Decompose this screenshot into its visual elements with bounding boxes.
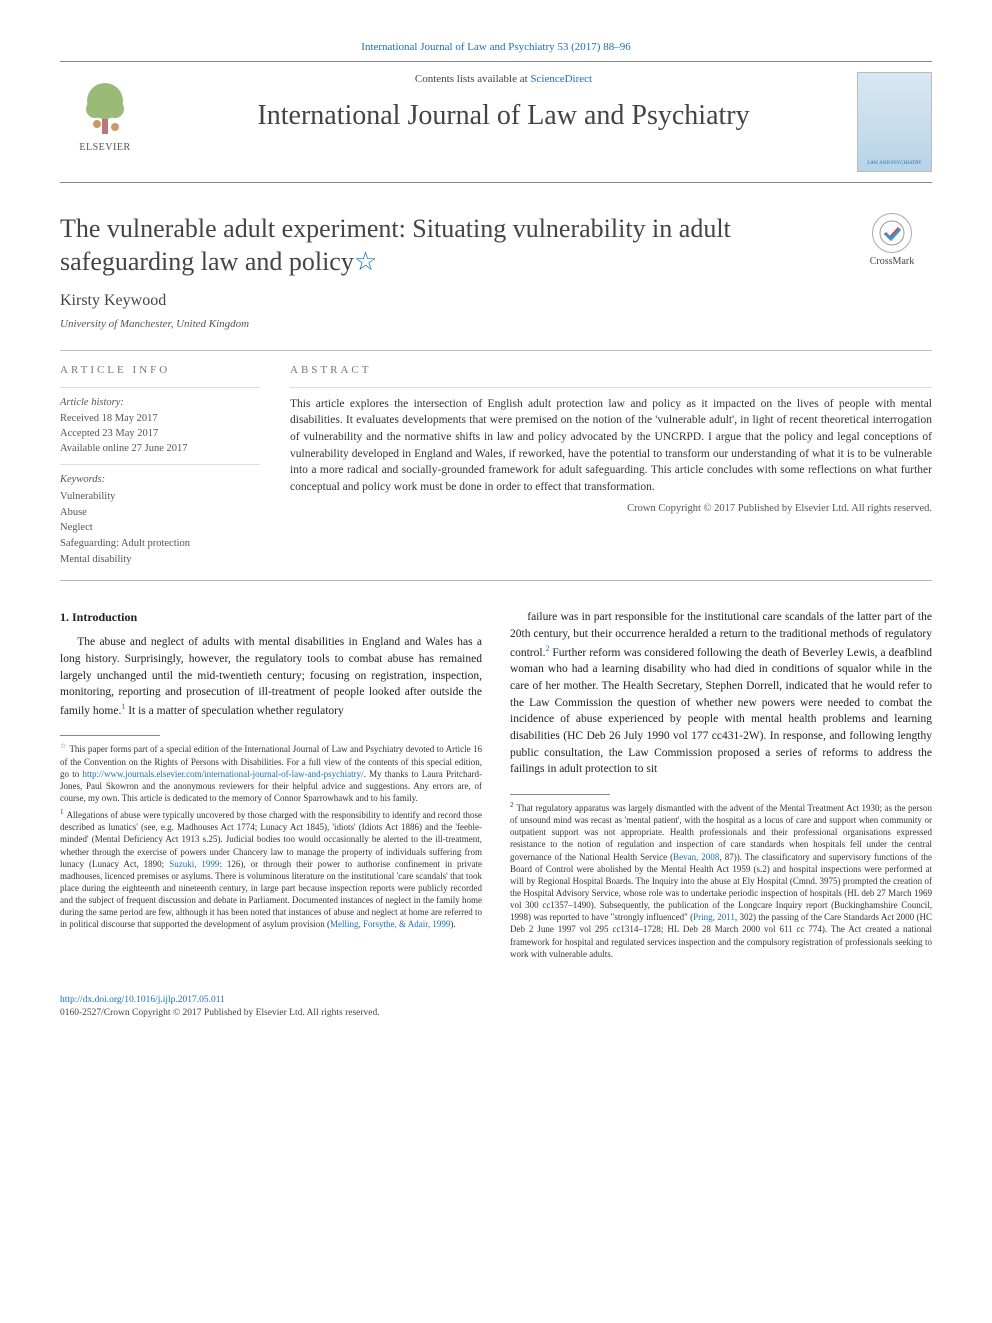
body-columns: 1. Introduction The abuse and neglect of… bbox=[60, 609, 932, 963]
doi-link[interactable]: http://dx.doi.org/10.1016/j.ijlp.2017.05… bbox=[60, 994, 932, 1007]
sciencedirect-link[interactable]: ScienceDirect bbox=[530, 73, 592, 85]
footnote-2: 2That regulatory apparatus was largely d… bbox=[510, 801, 932, 960]
keywords-list: Vulnerability Abuse Neglect Safeguarding… bbox=[60, 490, 260, 567]
title-row: The vulnerable adult experiment: Situati… bbox=[60, 213, 932, 278]
elsevier-wordmark: ELSEVIER bbox=[79, 141, 130, 155]
author-name: Kirsty Keywood bbox=[60, 290, 932, 312]
article-info-heading: ARTICLE INFO bbox=[60, 363, 260, 378]
footnote-marker-2: 2 bbox=[510, 801, 514, 809]
footnote-star: ☆This paper forms part of a special edit… bbox=[60, 742, 482, 804]
abstract-block: ABSTRACT This article explores the inter… bbox=[290, 363, 932, 568]
issn-copyright: 0160-2527/Crown Copyright © 2017 Publish… bbox=[60, 1007, 932, 1020]
author-affiliation: University of Manchester, United Kingdom bbox=[60, 317, 932, 332]
date-accepted: Accepted 23 May 2017 bbox=[60, 427, 260, 442]
citation-link[interactable]: Pring, 2011 bbox=[693, 912, 735, 922]
footnote-rule bbox=[510, 794, 610, 795]
crossmark-label: CrossMark bbox=[870, 255, 914, 269]
article-info-block: ARTICLE INFO Article history: Received 1… bbox=[60, 363, 260, 568]
body-paragraph: failure was in part responsible for the … bbox=[510, 609, 932, 778]
title-line-2: safeguarding law and policy bbox=[60, 247, 354, 276]
article-title: The vulnerable adult experiment: Situati… bbox=[60, 213, 852, 278]
citation-link[interactable]: Melling, Forsythe, & Adair, 1999 bbox=[330, 919, 450, 929]
article-history-heading: Article history: bbox=[60, 396, 260, 411]
masthead-center: Contents lists available at ScienceDirec… bbox=[150, 72, 857, 135]
cover-label: LAW AND PSYCHIATRY bbox=[867, 160, 922, 167]
footnote-1: 1Allegations of abuse were typically unc… bbox=[60, 808, 482, 930]
abstract-copyright: Crown Copyright © 2017 Published by Else… bbox=[290, 502, 932, 517]
keywords-heading: Keywords: bbox=[60, 473, 260, 488]
citation-link[interactable]: Bevan, 2008 bbox=[673, 852, 719, 862]
body-paragraph: The abuse and neglect of adults with men… bbox=[60, 634, 482, 719]
elsevier-logo: ELSEVIER bbox=[60, 72, 150, 162]
keyword-item: Neglect bbox=[60, 521, 260, 536]
footnote-marker-1: 1 bbox=[60, 808, 64, 816]
journal-title: International Journal of Law and Psychia… bbox=[170, 96, 837, 135]
footnote-marker-star-icon: ☆ bbox=[60, 742, 66, 750]
contents-lists-line: Contents lists available at ScienceDirec… bbox=[170, 72, 837, 87]
crossmark-icon bbox=[879, 220, 905, 246]
contents-prefix: Contents lists available at bbox=[415, 73, 530, 85]
crossmark-badge-icon bbox=[872, 213, 912, 253]
date-online: Available online 27 June 2017 bbox=[60, 442, 260, 457]
article-meta-row: ARTICLE INFO Article history: Received 1… bbox=[60, 350, 932, 581]
abstract-text: This article explores the intersection o… bbox=[290, 396, 932, 496]
journal-cover-thumbnail: LAW AND PSYCHIATRY bbox=[857, 72, 932, 172]
para-text: It is a matter of speculation whether re… bbox=[125, 705, 343, 717]
elsevier-tree-icon bbox=[75, 79, 135, 139]
keyword-item: Abuse bbox=[60, 506, 260, 521]
para-text: Further reform was considered following … bbox=[510, 647, 932, 776]
title-line-1: The vulnerable adult experiment: Situati… bbox=[60, 214, 731, 243]
footnote-text: ). bbox=[450, 919, 455, 929]
abstract-heading: ABSTRACT bbox=[290, 363, 932, 378]
title-star-icon: ☆ bbox=[354, 247, 377, 276]
keyword-item: Vulnerability bbox=[60, 490, 260, 505]
keyword-item: Mental disability bbox=[60, 553, 260, 568]
journal-issue-link[interactable]: International Journal of Law and Psychia… bbox=[60, 40, 932, 55]
footnote-link[interactable]: http://www.journals.elsevier.com/interna… bbox=[82, 769, 363, 779]
footnote-rule bbox=[60, 735, 160, 736]
citation-link[interactable]: Suzuki, 1999 bbox=[169, 859, 219, 869]
page-footer: http://dx.doi.org/10.1016/j.ijlp.2017.05… bbox=[60, 994, 932, 1021]
section-heading-1: 1. Introduction bbox=[60, 609, 482, 626]
date-received: Received 18 May 2017 bbox=[60, 412, 260, 427]
masthead: ELSEVIER Contents lists available at Sci… bbox=[60, 61, 932, 183]
keyword-item: Safeguarding: Adult protection bbox=[60, 537, 260, 552]
crossmark-widget[interactable]: CrossMark bbox=[852, 213, 932, 269]
